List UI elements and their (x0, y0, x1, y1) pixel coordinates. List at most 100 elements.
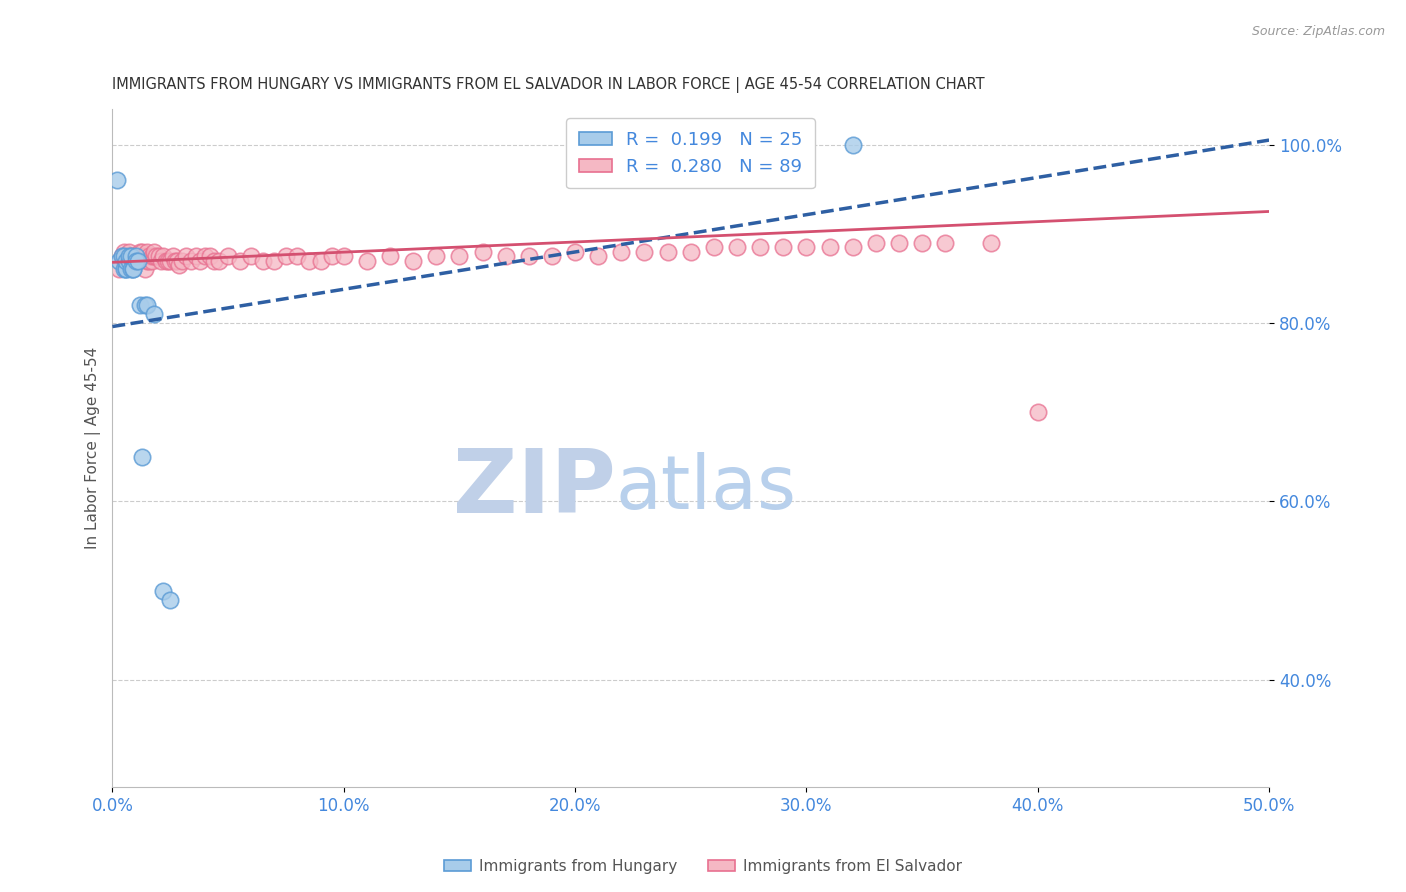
Point (240, 249, 263, 263)
Point (263, 253, 285, 268)
Point (112, 249, 135, 263)
Point (115, 253, 138, 268)
Point (679, 244, 702, 259)
Point (194, 249, 217, 263)
Text: atlas: atlas (616, 452, 797, 525)
Point (129, 244, 152, 259)
Point (127, 253, 149, 268)
Point (332, 249, 354, 263)
Point (143, 244, 166, 259)
Point (136, 253, 159, 268)
Point (111, 249, 134, 263)
Point (495, 249, 517, 263)
Point (159, 592, 181, 607)
Point (117, 249, 139, 263)
Point (129, 298, 152, 312)
Point (108, 262, 131, 277)
Point (169, 258, 191, 272)
Point (117, 244, 139, 259)
Point (120, 249, 142, 263)
Point (772, 240, 794, 254)
Point (112, 253, 135, 268)
Point (131, 244, 153, 259)
Point (150, 253, 173, 268)
Point (818, 240, 841, 254)
Point (143, 249, 166, 263)
Point (152, 249, 174, 263)
Point (131, 450, 153, 464)
Point (633, 244, 655, 259)
Point (541, 249, 564, 263)
Point (108, 253, 131, 268)
Point (155, 253, 177, 268)
Point (143, 307, 166, 321)
Point (252, 253, 274, 268)
Point (208, 253, 231, 268)
Point (134, 249, 156, 263)
Legend: R =  0.199   N = 25, R =  0.280   N = 89: R = 0.199 N = 25, R = 0.280 N = 89 (567, 118, 815, 188)
Point (156, 253, 179, 268)
Point (162, 249, 184, 263)
Point (122, 262, 145, 277)
Point (112, 244, 135, 259)
Point (134, 262, 156, 277)
Point (170, 253, 193, 268)
Point (111, 249, 134, 263)
Point (517, 249, 540, 263)
Point (202, 253, 225, 268)
Point (321, 249, 343, 263)
Point (115, 262, 138, 277)
Point (141, 253, 163, 268)
Point (934, 235, 956, 250)
Point (117, 253, 139, 268)
Point (657, 244, 679, 259)
Point (152, 583, 174, 598)
Point (980, 235, 1002, 250)
Point (122, 258, 145, 272)
Point (796, 240, 818, 254)
Point (124, 253, 146, 268)
Point (471, 244, 494, 259)
Point (217, 249, 239, 263)
Point (105, 173, 128, 187)
Point (725, 240, 748, 254)
Point (402, 253, 425, 268)
Point (378, 249, 401, 263)
Point (159, 253, 181, 268)
Point (841, 137, 863, 152)
Point (274, 249, 297, 263)
Point (138, 253, 160, 268)
Point (148, 249, 170, 263)
Point (188, 253, 211, 268)
Point (127, 253, 149, 268)
Point (564, 244, 586, 259)
Point (184, 249, 207, 263)
Point (911, 235, 934, 250)
Point (122, 249, 145, 263)
Point (120, 262, 142, 277)
Y-axis label: In Labor Force | Age 45-54: In Labor Force | Age 45-54 (86, 347, 101, 549)
Point (228, 253, 250, 268)
Point (124, 249, 146, 263)
Text: Source: ZipAtlas.com: Source: ZipAtlas.com (1251, 25, 1385, 38)
Point (122, 262, 145, 277)
Point (112, 262, 135, 277)
Point (141, 249, 163, 263)
Point (180, 253, 202, 268)
Text: IMMIGRANTS FROM HUNGARY VS IMMIGRANTS FROM EL SALVADOR IN LABOR FORCE | AGE 45-5: IMMIGRANTS FROM HUNGARY VS IMMIGRANTS FR… (112, 78, 986, 94)
Point (129, 249, 152, 263)
Point (127, 249, 149, 263)
Point (425, 249, 447, 263)
Point (166, 253, 188, 268)
Point (134, 298, 156, 312)
Point (865, 235, 887, 250)
Text: ZIP: ZIP (453, 445, 616, 532)
Point (610, 244, 633, 259)
Point (120, 249, 142, 263)
Point (749, 240, 772, 254)
Point (124, 249, 146, 263)
Point (887, 235, 910, 250)
Point (131, 249, 153, 263)
Point (449, 249, 471, 263)
Point (356, 253, 378, 268)
